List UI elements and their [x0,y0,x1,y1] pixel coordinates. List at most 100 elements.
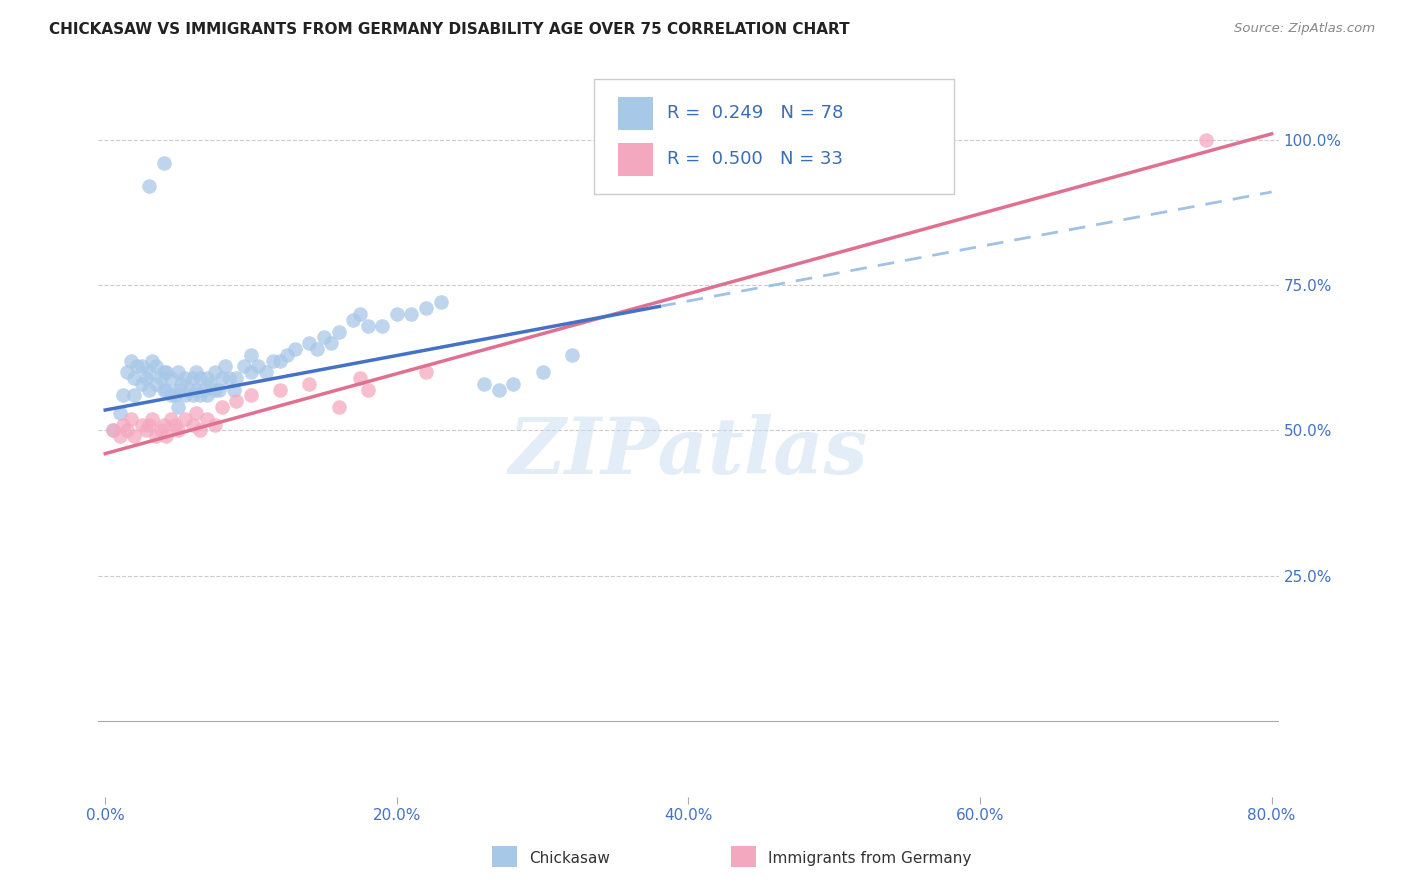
Text: ZIPatlas: ZIPatlas [509,414,868,491]
Point [124,388,146,402]
Point [222,383,245,397]
Point [415,301,437,316]
Point [385,307,408,321]
Point [174,388,197,402]
Point [240,388,263,402]
Point [138,365,160,379]
Point [204,383,226,397]
Point [225,394,247,409]
Point [1195,133,1218,147]
Point [145,359,167,374]
Point [181,371,204,385]
Point [269,383,291,397]
Point [155,383,177,397]
Point [218,371,240,385]
Point [184,365,207,379]
Point [262,353,284,368]
FancyBboxPatch shape [617,143,652,176]
Point [488,383,510,397]
Point [141,411,163,425]
Point [155,365,177,379]
Point [149,423,172,437]
Point [108,429,131,443]
Point [502,376,524,391]
Point [165,417,187,432]
Text: R =  0.249   N = 78: R = 0.249 N = 78 [668,104,844,122]
Point [225,371,247,385]
Point [312,330,335,344]
Point [131,359,153,374]
Point [204,417,226,432]
Point [211,400,233,414]
Text: CHICKASAW VS IMMIGRANTS FROM GERMANY DISABILITY AGE OVER 75 CORRELATION CHART: CHICKASAW VS IMMIGRANTS FROM GERMANY DIS… [49,22,849,37]
Point [135,371,157,385]
Point [561,348,583,362]
Point [135,423,157,437]
Point [240,365,263,379]
Point [531,365,554,379]
Point [152,417,174,432]
Point [138,383,160,397]
Point [232,359,254,374]
Point [160,411,183,425]
Point [141,353,163,368]
Point [211,371,233,385]
Text: R =  0.500   N = 33: R = 0.500 N = 33 [668,150,844,169]
Point [145,376,167,391]
Point [240,348,263,362]
FancyBboxPatch shape [593,78,955,194]
Text: Source: ZipAtlas.com: Source: ZipAtlas.com [1234,22,1375,36]
Point [193,383,215,397]
Point [124,371,146,385]
Point [149,371,172,385]
Point [284,342,307,356]
Point [181,388,204,402]
Point [269,353,291,368]
Point [167,383,190,397]
Point [167,423,190,437]
Point [298,376,321,391]
Point [115,365,138,379]
Point [131,417,153,432]
Point [167,365,190,379]
Bar [731,847,756,867]
Point [276,348,298,362]
Point [188,423,211,437]
Point [195,411,218,425]
Bar [492,847,517,867]
Point [131,376,153,391]
Point [167,400,190,414]
Point [174,371,197,385]
Point [298,336,321,351]
Text: Chickasaw: Chickasaw [529,852,610,866]
Point [170,376,193,391]
Point [214,359,236,374]
Point [115,423,138,437]
Point [254,365,277,379]
Text: Immigrants from Germany: Immigrants from Germany [768,852,972,866]
Point [155,429,177,443]
FancyBboxPatch shape [617,96,652,129]
Point [138,417,160,432]
Point [152,365,174,379]
Point [328,325,350,339]
Point [188,388,211,402]
Point [204,365,226,379]
Point [121,411,143,425]
Point [200,376,222,391]
Point [111,417,134,432]
Point [108,406,131,420]
Point [124,429,146,443]
Point [181,417,204,432]
Point [415,365,437,379]
Point [208,383,231,397]
Point [305,342,328,356]
Point [328,400,350,414]
Point [174,411,197,425]
Point [165,388,187,402]
Point [349,307,371,321]
Point [357,383,380,397]
Point [145,429,167,443]
Point [188,371,211,385]
Point [184,406,207,420]
